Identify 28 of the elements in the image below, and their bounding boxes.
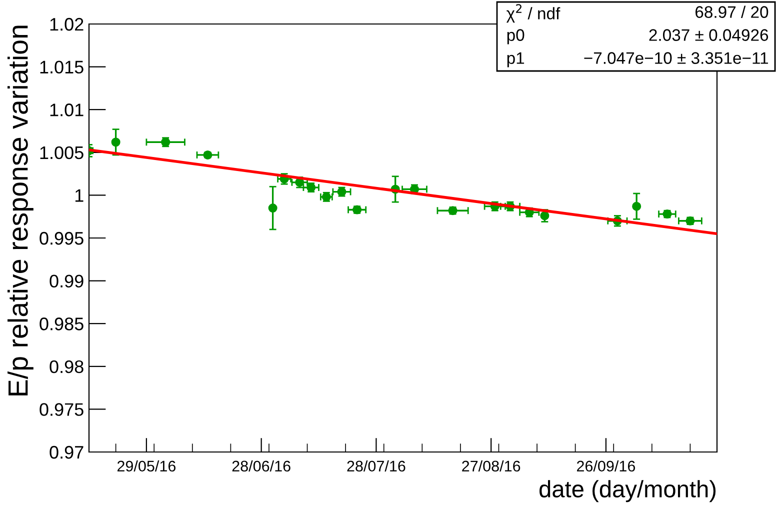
x-tick-label: 26/09/16 (576, 460, 636, 472)
annotation: p1 (507, 52, 524, 68)
x-tick-label: 27/08/16 (462, 460, 520, 472)
x-tick-label: 29/05/16 (117, 460, 176, 472)
y-tick-label: 0.98 (50, 360, 84, 374)
point (632, 202, 642, 211)
annotation: −7.047e−10 ± 3.351e−11 (584, 52, 768, 64)
y-tick-label: 0.97 (50, 446, 84, 459)
y-tick-label: 0.99 (50, 274, 84, 288)
y-tick-label: 0.975 (40, 403, 84, 416)
y-tick-label: 1.01 (50, 104, 84, 116)
x-tick-label: 28/07/16 (347, 460, 406, 472)
y-axis-title: E/p relative response variation (8, 26, 34, 396)
y-tick-label: 1 (75, 189, 84, 202)
annotation: p0 (507, 29, 524, 44)
y-tick-label: 1.005 (40, 146, 84, 160)
y-tick-label: 1.02 (50, 18, 84, 31)
point (268, 204, 278, 213)
y-tick-label: 1.015 (40, 60, 84, 74)
y-tick-label: 0.985 (40, 318, 84, 330)
x-tick-label: 28/06/16 (232, 460, 290, 472)
y-tick-label: 0.995 (40, 232, 84, 245)
text: χ$^{2}$ / ndf (506, 4, 560, 23)
x-axis-title: date (day/month) (540, 480, 716, 502)
point (540, 211, 550, 220)
text: 68.97 / 20 (696, 6, 768, 18)
annotation: 2.037 ± 0.04926 (649, 29, 768, 41)
point (111, 138, 120, 147)
